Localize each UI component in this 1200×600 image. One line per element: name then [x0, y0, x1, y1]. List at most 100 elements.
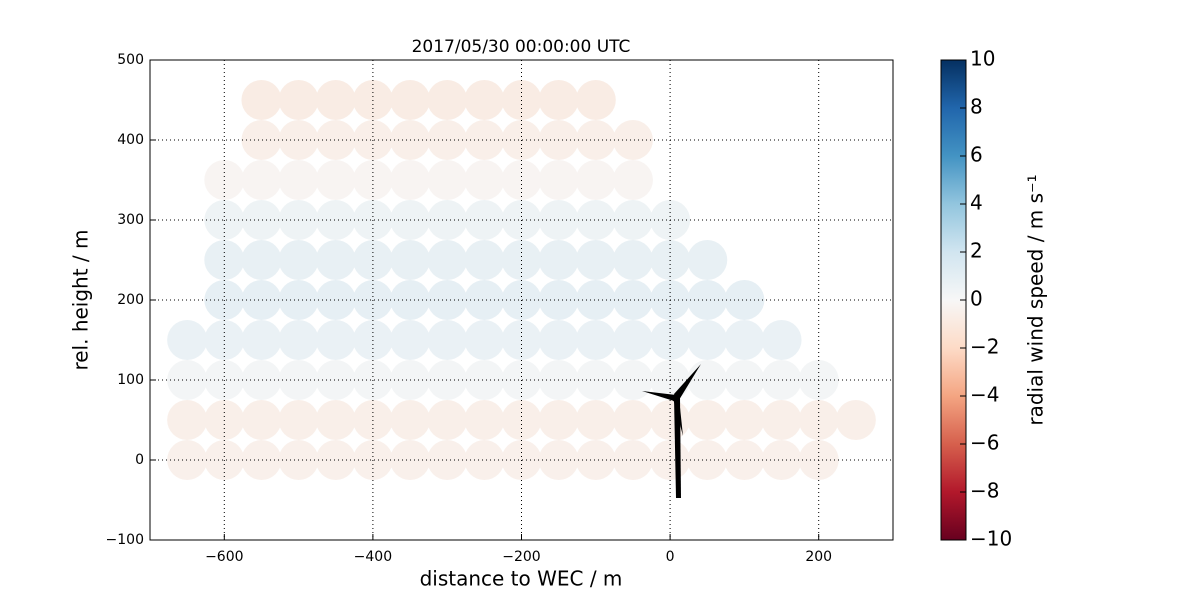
- scan-point: [761, 400, 802, 440]
- scan-point: [241, 280, 282, 320]
- scan-point: [464, 320, 505, 360]
- colorbar-tick-label: 6: [970, 143, 983, 167]
- scan-point: [687, 400, 728, 440]
- scan-point: [538, 320, 579, 360]
- scan-point: [575, 200, 616, 240]
- scan-point: [575, 320, 616, 360]
- scan-point: [427, 240, 468, 280]
- y-axis-label: rel. height / m: [69, 229, 93, 370]
- x-tick-label: 200: [805, 549, 832, 565]
- x-axis-label: distance to WEC / m: [420, 567, 623, 591]
- scan-point: [575, 400, 616, 440]
- scan-point: [575, 80, 616, 120]
- scan-point: [612, 120, 653, 160]
- y-tick-label: 400: [117, 132, 144, 148]
- scan-point: [167, 360, 208, 400]
- scan-point: [464, 440, 505, 480]
- scan-point: [427, 400, 468, 440]
- scan-point: [427, 320, 468, 360]
- scan-point: [167, 400, 208, 440]
- scan-point: [724, 360, 765, 400]
- scan-point: [612, 200, 653, 240]
- x-tick-label: −400: [354, 549, 392, 565]
- colorbar-tick-label: −4: [970, 383, 999, 407]
- scan-point: [538, 80, 579, 120]
- colorbar-label: radial wind speed / m s⁻¹: [1024, 174, 1048, 425]
- scan-point: [390, 240, 431, 280]
- scan-point: [724, 320, 765, 360]
- colorbar-tick-label: 10: [970, 47, 995, 71]
- colorbar-tick-label: 2: [970, 239, 983, 263]
- scan-point: [315, 320, 356, 360]
- scan-point: [315, 280, 356, 320]
- scan-point: [464, 120, 505, 160]
- y-tick-label: 200: [117, 292, 144, 308]
- scan-point: [724, 280, 765, 320]
- scan-point: [687, 440, 728, 480]
- scan-point: [315, 360, 356, 400]
- scan-point: [241, 240, 282, 280]
- scan-point: [241, 320, 282, 360]
- scan-point: [687, 320, 728, 360]
- scan-point: [464, 80, 505, 120]
- colorbar-tick-label: 8: [970, 95, 983, 119]
- scan-point: [241, 200, 282, 240]
- scan-point: [761, 320, 802, 360]
- scan-point: [464, 200, 505, 240]
- scan-point: [390, 160, 431, 200]
- scan-point: [464, 360, 505, 400]
- scan-point: [612, 320, 653, 360]
- scan-point: [315, 200, 356, 240]
- scan-point: [761, 440, 802, 480]
- scan-point: [575, 240, 616, 280]
- scan-point: [687, 240, 728, 280]
- scan-point: [724, 440, 765, 480]
- scan-point: [538, 400, 579, 440]
- grid-layer: [150, 59, 893, 541]
- colorbar-tick-label: 0: [970, 287, 983, 311]
- scan-point: [427, 280, 468, 320]
- scan-point: [315, 120, 356, 160]
- x-tick-label: −200: [502, 549, 540, 565]
- scan-point: [278, 80, 319, 120]
- colorbar-tick-label: −10: [970, 527, 1012, 551]
- scan-point: [464, 400, 505, 440]
- scan-point: [575, 120, 616, 160]
- scan-point: [241, 80, 282, 120]
- scan-point: [612, 440, 653, 480]
- scan-point: [761, 360, 802, 400]
- scan-point: [427, 440, 468, 480]
- y-tick-label: 100: [117, 372, 144, 388]
- y-tick-label: 500: [117, 52, 144, 68]
- scan-point: [835, 400, 876, 440]
- scan-point: [167, 440, 208, 480]
- scan-point: [390, 80, 431, 120]
- scan-point: [427, 360, 468, 400]
- scan-point: [687, 280, 728, 320]
- scan-point: [167, 320, 208, 360]
- scan-point: [538, 240, 579, 280]
- x-tick-label: −600: [205, 549, 243, 565]
- colorbar-tick-label: −8: [970, 479, 999, 503]
- scan-point: [315, 240, 356, 280]
- scan-point: [575, 160, 616, 200]
- scan-point: [575, 280, 616, 320]
- scan-point: [575, 360, 616, 400]
- scan-point: [315, 160, 356, 200]
- points-layer: [167, 80, 876, 480]
- scan-point: [278, 400, 319, 440]
- scan-point: [315, 400, 356, 440]
- scan-point: [241, 440, 282, 480]
- scan-point: [315, 80, 356, 120]
- scan-point: [241, 160, 282, 200]
- scan-point: [390, 400, 431, 440]
- chart-title: 2017/05/30 00:00:00 UTC: [412, 37, 631, 57]
- scan-point: [612, 160, 653, 200]
- scan-point: [575, 440, 616, 480]
- scan-point: [427, 200, 468, 240]
- scan-point: [278, 320, 319, 360]
- scan-point: [724, 400, 765, 440]
- scan-point: [464, 280, 505, 320]
- x-tick-label: 0: [666, 549, 675, 565]
